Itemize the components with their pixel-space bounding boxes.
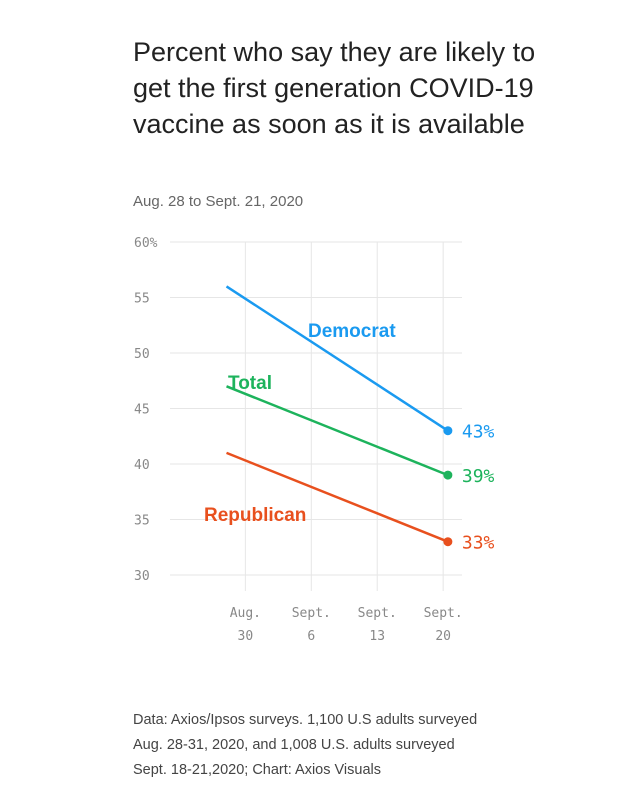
- democrat-series-label: Democrat: [308, 321, 396, 342]
- republican-end-point: [443, 537, 453, 547]
- x-tick-label-line2: 30: [238, 629, 254, 644]
- y-axis-ticks: 60% 55 50 45 40 35 30: [134, 236, 158, 584]
- y-tick-label: 40: [134, 458, 150, 473]
- republican-series-label: Republican: [204, 505, 306, 526]
- x-tick-label-line1: Sept.: [358, 606, 397, 621]
- democrat-line: [225, 285, 449, 432]
- y-tick-label: 30: [134, 569, 150, 584]
- source-line-1: Data: Axios/Ipsos surveys. 1,100 U.S adu…: [133, 712, 478, 728]
- y-tick-label: 50: [134, 347, 150, 362]
- x-tick-label-line1: Sept.: [424, 606, 463, 621]
- total-end-point: [443, 470, 453, 480]
- total-line: [226, 385, 449, 477]
- chart-title: Percent who say they are likely to get t…: [133, 37, 536, 139]
- series-group: 43% Democrat 39% Total 33% Republican: [204, 285, 495, 554]
- x-tick-label-line1: Aug.: [230, 606, 261, 621]
- republican-end-label: 33%: [462, 533, 495, 554]
- x-tick-label-line1: Sept.: [292, 606, 331, 621]
- x-tick-label-line2: 13: [369, 629, 385, 644]
- total-end-label: 39%: [462, 466, 495, 487]
- democrat-end-label: 43%: [462, 422, 495, 443]
- y-tick-label: 55: [134, 292, 150, 307]
- x-axis-ticks: Aug. 30 Sept. 6 Sept. 13 Sept. 20: [230, 606, 463, 644]
- source-line-3: Sept. 18-21,2020; Chart: Axios Visuals: [133, 762, 381, 778]
- x-tick-label-line2: 6: [307, 629, 315, 644]
- y-tick-label: 45: [134, 403, 150, 418]
- y-tick-label: 35: [134, 514, 150, 529]
- total-series-label: Total: [228, 373, 272, 394]
- source-line-2: Aug. 28-31, 2020, and 1,008 U.S. adults …: [133, 737, 455, 753]
- x-tick-label-line2: 20: [435, 629, 451, 644]
- democrat-end-point: [443, 426, 453, 436]
- republican-line: [226, 451, 449, 543]
- chart-subtitle: Aug. 28 to Sept. 21, 2020: [133, 193, 304, 210]
- y-tick-label: 60%: [134, 236, 158, 251]
- source-note: Data: Axios/Ipsos surveys. 1,100 U.S adu…: [133, 708, 553, 783]
- grid: [170, 241, 462, 591]
